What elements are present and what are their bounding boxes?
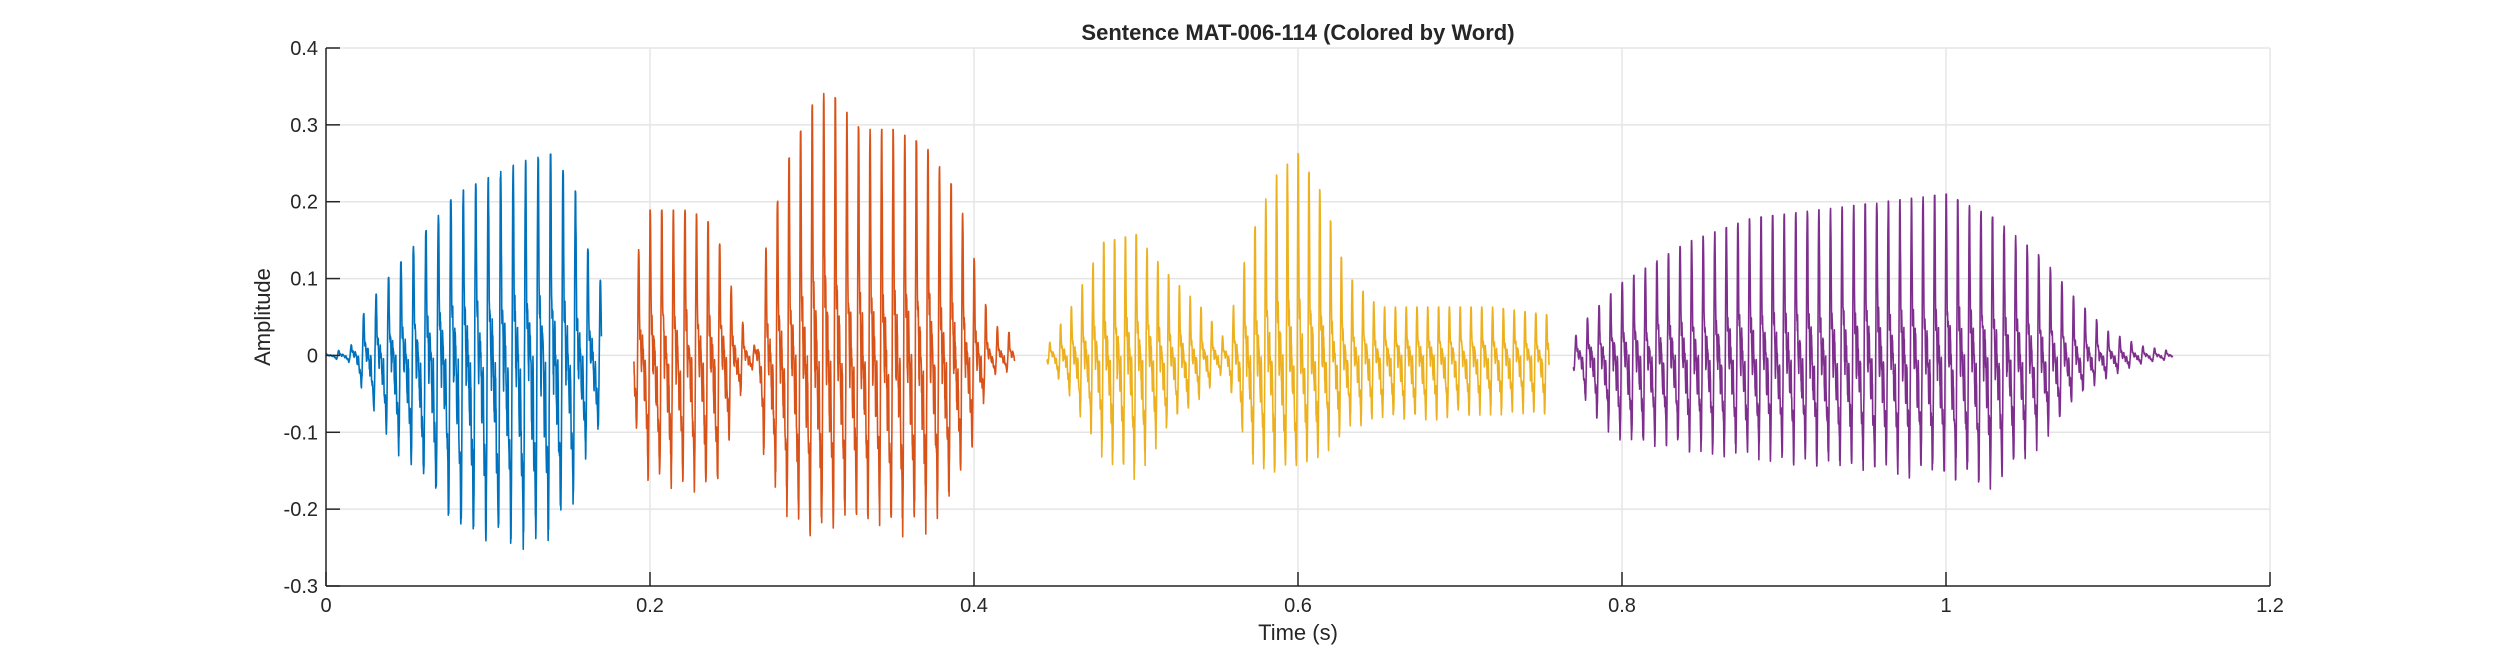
y-tick-label: 0.3	[290, 115, 318, 137]
chart-title: Sentence MAT-006-114 (Colored by Word)	[1081, 20, 1514, 45]
y-tick-label: -0.3	[284, 576, 318, 598]
y-axis-label: Amplitude	[250, 268, 275, 366]
waveform-series-3	[1046, 152, 1550, 481]
y-tick-label: 0.2	[290, 192, 318, 214]
x-tick-label: 0.8	[1608, 595, 1636, 617]
y-tick-label: 0.1	[290, 269, 318, 291]
y-tick-label: -0.1	[284, 422, 318, 444]
x-tick-label: 0.6	[1284, 595, 1312, 617]
x-tick-label: 1.2	[2256, 595, 2284, 617]
waveform-series-4	[1572, 193, 2174, 490]
y-tick-label: -0.2	[284, 499, 318, 521]
x-tick-label: 1	[1940, 595, 1951, 617]
axes: 0 0.2 0.4 0.6 0.8 1 1.2 -0.3 -0.2 -0.1 0 0.1 0.2 0.3 0…	[284, 38, 2284, 617]
series-layer	[325, 92, 2174, 551]
x-axis-label: Time (s)	[1258, 620, 1338, 645]
y-tick-label: 0	[307, 345, 318, 367]
waveform-series-1	[325, 153, 603, 551]
x-tick-label: 0.2	[636, 595, 664, 617]
x-tick-label: 0.4	[960, 595, 988, 617]
waveform-series-2	[633, 92, 1016, 538]
x-tick-label: 0	[320, 595, 331, 617]
y-tick-label: 0.4	[290, 38, 318, 60]
